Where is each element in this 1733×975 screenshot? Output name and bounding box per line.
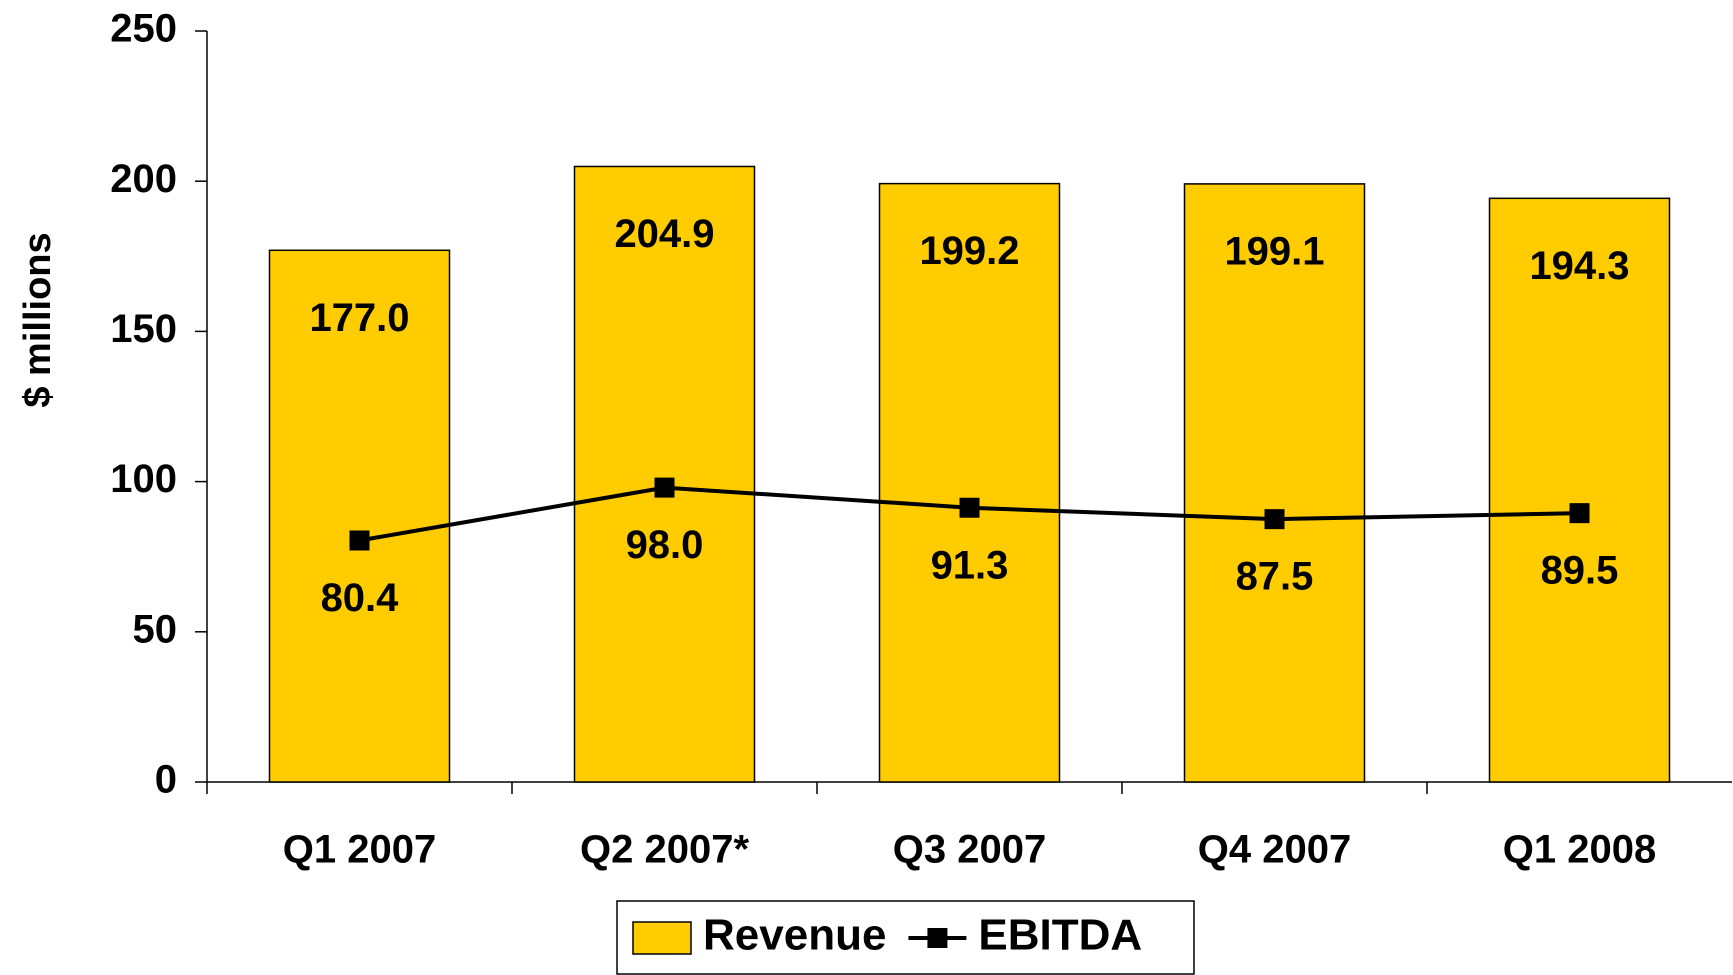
line-marker [654,477,675,498]
y-tick-label: 0 [155,758,177,802]
x-tick-label: Q2 2007* [580,828,749,872]
line-value-label: 87.5 [1236,555,1314,599]
line-marker [1569,503,1590,524]
bar [1183,183,1366,783]
line-value-label: 98.0 [626,523,704,567]
line-marker [959,497,980,518]
bar [573,165,756,783]
y-tick-label: 50 [133,607,178,651]
line-value-label: 80.4 [321,576,400,620]
y-tick-label: 100 [110,457,177,501]
legend-swatch [632,921,692,955]
bar-value-label: 177.0 [309,296,409,340]
y-tick-label: 200 [110,157,177,201]
legend-box [616,900,1195,975]
bar [268,249,451,783]
bar-value-label: 199.1 [1224,229,1324,273]
bar-value-label: 199.2 [919,229,1019,273]
line-value-label: 89.5 [1541,549,1619,593]
x-tick-label: Q1 2008 [1503,828,1656,872]
x-tick-label: Q3 2007 [893,828,1046,872]
line-value-label: 91.3 [931,543,1009,587]
bar-value-label: 204.9 [614,212,714,256]
line-marker [349,530,370,551]
x-tick-label: Q1 2007 [283,828,436,872]
bar [878,182,1061,783]
y-tick-label: 250 [110,7,177,51]
y-axis-label: $ millions [17,232,59,407]
legend-label: Revenue [703,911,886,960]
x-tick-label: Q4 2007 [1198,828,1351,872]
bar-value-label: 194.3 [1529,244,1629,288]
legend-label: EBITDA [978,911,1142,960]
bar [1488,197,1671,783]
line-marker [1264,509,1285,530]
legend-marker [927,928,948,948]
y-tick-label: 150 [110,307,177,351]
